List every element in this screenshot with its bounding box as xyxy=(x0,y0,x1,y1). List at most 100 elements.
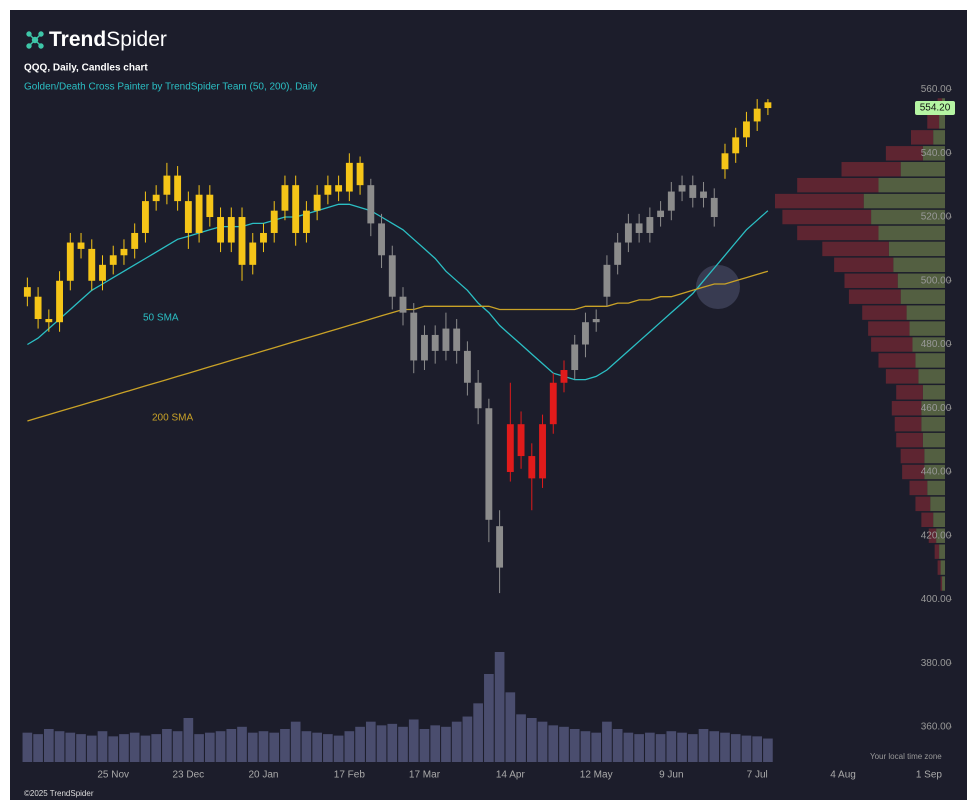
candle-body xyxy=(732,137,740,154)
profile-buy xyxy=(924,464,945,480)
profile-sell xyxy=(848,289,901,304)
profile-sell xyxy=(894,416,922,432)
candle-body xyxy=(388,255,396,297)
y-tick-label: 420.00 xyxy=(921,530,952,541)
candle-body xyxy=(152,194,160,202)
volume-bar xyxy=(612,729,623,762)
volume-bar xyxy=(194,734,204,762)
y-tick-label: 360.00 xyxy=(921,722,952,733)
x-tick-label: 23 Dec xyxy=(173,770,205,781)
volume-bar xyxy=(33,734,43,762)
volume-bar xyxy=(430,725,441,762)
volume-bar xyxy=(365,721,376,762)
sma-line xyxy=(27,270,769,422)
profile-buy xyxy=(871,209,945,225)
candle-body xyxy=(421,334,428,361)
volume-bar xyxy=(76,734,86,762)
indicator-title: Golden/Death Cross Painter by TrendSpide… xyxy=(24,82,317,93)
profile-buy xyxy=(927,480,945,496)
profile-sell xyxy=(915,496,931,512)
candle-body xyxy=(206,194,214,218)
volume-bar xyxy=(398,726,408,762)
y-tick-label: 400.00 xyxy=(921,594,952,605)
profile-sell xyxy=(841,162,901,177)
candle-body xyxy=(410,312,418,361)
y-tick-label: 480.00 xyxy=(921,339,952,350)
volume-bar xyxy=(237,726,247,762)
candle-body xyxy=(88,248,96,281)
candle-body xyxy=(131,232,139,249)
profile-sell xyxy=(896,385,923,400)
volume-bar xyxy=(602,721,612,762)
candle-body xyxy=(710,197,718,218)
volume-bar xyxy=(204,732,215,762)
candle-body xyxy=(539,424,546,479)
volume-bar xyxy=(290,721,301,762)
profile-buy xyxy=(922,146,945,161)
volume-bar xyxy=(280,729,290,762)
volume-bar xyxy=(269,732,280,762)
candle-body xyxy=(485,408,493,520)
candle-body xyxy=(109,255,117,265)
profile-sell xyxy=(885,369,919,384)
copyright: ©2025 TrendSpider xyxy=(24,789,94,798)
candle-body xyxy=(603,264,611,297)
candle-body xyxy=(474,382,482,409)
profile-buy xyxy=(893,257,945,273)
candle-body xyxy=(313,194,321,211)
volume-bar xyxy=(140,735,151,762)
profile-buy xyxy=(863,193,945,209)
volume-bar xyxy=(526,718,537,762)
volume-bar xyxy=(301,731,312,762)
volume-bar xyxy=(258,731,269,762)
candle-body xyxy=(635,223,643,233)
sma-label: 200 SMA xyxy=(152,413,193,424)
sma-label: 50 SMA xyxy=(143,313,179,324)
volume-bar xyxy=(666,731,677,762)
volume-bar xyxy=(54,731,65,762)
candle-body xyxy=(678,185,686,192)
volume-bar xyxy=(387,723,398,762)
candle-body xyxy=(667,191,675,211)
volume-bar xyxy=(344,731,355,762)
profile-sell xyxy=(797,225,879,241)
x-tick-label: 17 Mar xyxy=(409,770,441,781)
last-price-badge xyxy=(915,101,955,116)
volume-bar xyxy=(162,729,172,762)
volume-bar xyxy=(494,652,505,762)
candle-body xyxy=(227,217,235,243)
profile-buy xyxy=(942,576,945,591)
profile-buy xyxy=(912,337,945,352)
candle-body xyxy=(270,210,278,233)
x-tick-label: 4 Aug xyxy=(830,770,856,781)
volume-bar xyxy=(419,729,430,762)
volume-bar xyxy=(548,725,559,762)
candle-body xyxy=(549,382,557,425)
candle-body xyxy=(743,121,750,138)
candle-body xyxy=(624,223,632,243)
volume-bar xyxy=(462,716,473,762)
candle-body xyxy=(45,319,53,323)
volume-bar xyxy=(215,731,226,762)
candle-body xyxy=(174,175,182,202)
volume-bar xyxy=(763,738,773,762)
volume-bar xyxy=(172,731,183,762)
profile-sell xyxy=(844,273,898,288)
volume-bar xyxy=(516,714,526,762)
candle-body xyxy=(496,526,504,568)
chart-title: QQQ, Daily, Candles chart xyxy=(24,63,148,74)
profile-buy xyxy=(940,560,945,575)
profile-sell xyxy=(927,114,940,129)
profile-buy xyxy=(933,130,945,145)
volume-bar xyxy=(247,732,258,762)
profile-sell xyxy=(782,209,872,225)
volume-bar xyxy=(698,729,709,762)
volume-bar xyxy=(752,736,763,762)
profile-sell xyxy=(921,512,934,528)
volume-bar xyxy=(65,732,76,762)
candle-body xyxy=(195,194,203,233)
y-tick-label: 440.00 xyxy=(921,467,952,478)
candle-body xyxy=(292,185,300,233)
x-tick-label: 9 Jun xyxy=(659,770,683,781)
profile-buy xyxy=(918,369,945,384)
